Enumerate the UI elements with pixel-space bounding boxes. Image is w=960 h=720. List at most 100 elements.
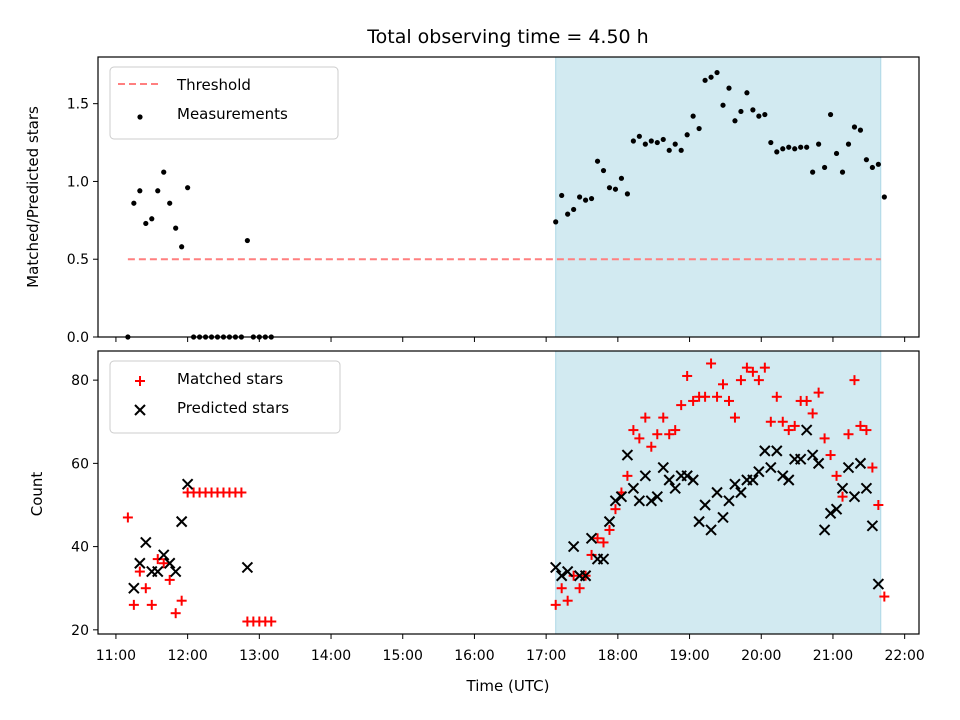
predicted-star-marker: [735, 486, 747, 499]
measurement-point: [708, 74, 714, 80]
predicted-star-marker: [158, 549, 170, 561]
matched-star-marker: [236, 487, 247, 498]
matched-star-marker: [837, 491, 848, 502]
matched-star-marker: [568, 570, 579, 581]
x-tick-label: 22:00: [884, 648, 924, 664]
measurement-point: [559, 192, 565, 199]
measurement-point: [630, 138, 636, 144]
measurement-point: [553, 219, 559, 225]
measurement-point: [161, 169, 167, 175]
predicted-star-marker: [765, 461, 777, 474]
measurement-point: [131, 200, 137, 206]
measurement-point: [636, 133, 642, 139]
measurement-point: [600, 167, 607, 174]
predicted-star-marker: [669, 482, 681, 495]
measurement-point: [684, 132, 690, 138]
predicted-star-marker: [657, 461, 669, 474]
matched-star-marker: [735, 375, 746, 386]
measurement-point: [780, 146, 786, 152]
measurement-point: [565, 211, 571, 217]
matched-star-marker: [266, 616, 277, 627]
y-tick-label: 80: [71, 373, 89, 389]
predicted-star-marker: [639, 470, 652, 482]
predicted-star-marker: [812, 457, 825, 470]
y-tick-label: 1.5: [67, 97, 89, 113]
predicted-star-marker: [842, 461, 855, 474]
measurement-point: [774, 149, 780, 155]
matched-star-marker: [723, 395, 734, 406]
measurement-point: [167, 200, 173, 206]
predicted-star-marker: [717, 511, 729, 524]
legend-box: [109, 360, 341, 434]
x-tick-label: 18:00: [598, 648, 638, 664]
matched-star-marker: [610, 504, 621, 515]
matched-star-marker: [646, 441, 657, 452]
measurement-point: [768, 139, 774, 146]
matched-star-marker: [676, 400, 687, 411]
matched-star-marker: [873, 499, 884, 510]
predicted-star-marker: [663, 474, 675, 486]
measurement-point: [798, 144, 804, 150]
predicted-star-marker: [723, 495, 735, 507]
top-y-axis-label: Matched/Predicted stars: [24, 106, 42, 288]
x-tick-label: 13:00: [239, 648, 279, 664]
measurement-point: [582, 197, 589, 203]
legend-label: Measurements: [177, 105, 288, 123]
predicted-star-marker: [860, 482, 873, 495]
x-tick-label: 21:00: [813, 648, 853, 664]
matched-star-marker: [634, 433, 645, 444]
x-tick-label: 19:00: [669, 648, 709, 664]
measurement-point: [137, 188, 143, 194]
measurement-point: [624, 191, 631, 197]
matched-star-marker: [562, 595, 573, 606]
matched-star-marker: [670, 425, 681, 436]
predicted-star-marker: [747, 474, 759, 486]
predicted-star-marker: [681, 470, 693, 482]
measurement-point: [869, 164, 875, 171]
predicted-star-marker: [134, 557, 146, 569]
matched-star-marker: [706, 358, 717, 369]
matched-star-marker: [741, 362, 752, 373]
observing-window-shade: [555, 56, 882, 338]
y-tick-label: 20: [71, 623, 89, 639]
predicted-star-marker: [699, 499, 711, 511]
measurement-point: [149, 216, 155, 222]
measurement-point: [827, 111, 834, 118]
matched-star-marker: [164, 574, 175, 585]
matched-star-marker: [855, 420, 866, 431]
matched-star-marker: [729, 412, 740, 423]
x-tick-label: 16:00: [454, 648, 494, 664]
matched-star-marker: [628, 425, 639, 436]
predicted-star-marker: [555, 570, 568, 582]
predicted-star-marker: [579, 570, 592, 582]
matched-star-marker: [753, 375, 764, 386]
legend-predicted-swatch: [134, 404, 146, 416]
predicted-star-marker: [872, 578, 885, 590]
measurement-point: [244, 237, 250, 244]
matched-star-marker: [586, 549, 597, 560]
matched-star-marker: [176, 595, 187, 606]
legend-box: [109, 66, 339, 140]
predicted-star-marker: [824, 507, 837, 520]
x-tick-label: 14:00: [311, 648, 351, 664]
measurement-point: [618, 175, 625, 181]
y-tick-label: 1.0: [67, 174, 89, 190]
matched-star-marker: [688, 395, 699, 406]
chart-title: Total observing time = 4.50 h: [366, 26, 648, 48]
legend: Matched stars Predicted stars: [109, 360, 341, 434]
measurement-point: [833, 150, 840, 157]
measurement-point: [810, 169, 816, 175]
predicted-star-marker: [140, 536, 152, 549]
measurement-point: [881, 194, 887, 200]
matched-star-marker: [700, 391, 711, 402]
matched-star-marker: [813, 387, 824, 398]
matched-star-marker: [134, 566, 145, 577]
matched-star-marker: [807, 408, 818, 419]
y-tick-label: 0.5: [67, 252, 89, 268]
matched-star-marker: [652, 429, 663, 440]
measurement-point: [660, 136, 666, 143]
x-tick-label: 11:00: [96, 648, 136, 664]
matched-star-marker: [146, 599, 157, 610]
predicted-star-marker: [597, 553, 610, 565]
measurement-point: [648, 138, 654, 144]
